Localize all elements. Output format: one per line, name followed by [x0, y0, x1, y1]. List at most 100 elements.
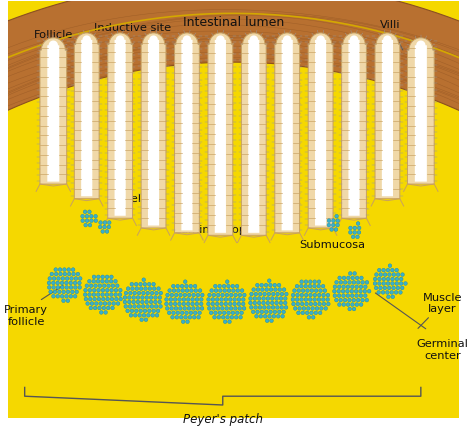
Circle shape: [379, 286, 382, 290]
Circle shape: [228, 297, 232, 301]
Circle shape: [200, 302, 203, 306]
Circle shape: [150, 291, 154, 295]
Circle shape: [194, 311, 197, 315]
Circle shape: [255, 283, 259, 287]
Circle shape: [264, 283, 268, 287]
Circle shape: [262, 306, 266, 309]
Circle shape: [96, 279, 100, 283]
Circle shape: [304, 280, 308, 284]
Circle shape: [216, 306, 220, 310]
Circle shape: [311, 306, 314, 310]
Circle shape: [62, 299, 65, 303]
Circle shape: [184, 315, 187, 319]
Circle shape: [52, 276, 56, 280]
Circle shape: [73, 294, 77, 298]
Circle shape: [327, 223, 331, 227]
Circle shape: [73, 281, 77, 285]
Circle shape: [276, 306, 279, 309]
Circle shape: [191, 302, 194, 306]
Circle shape: [218, 311, 222, 315]
Circle shape: [220, 306, 224, 310]
Circle shape: [171, 315, 174, 319]
Circle shape: [268, 279, 271, 282]
Circle shape: [84, 293, 87, 297]
Circle shape: [234, 306, 237, 310]
Circle shape: [231, 311, 235, 315]
Circle shape: [361, 298, 364, 302]
Polygon shape: [348, 36, 360, 216]
Circle shape: [179, 293, 182, 297]
Circle shape: [250, 292, 253, 296]
Circle shape: [353, 272, 356, 275]
Circle shape: [270, 301, 274, 305]
Polygon shape: [40, 38, 67, 184]
Circle shape: [135, 309, 138, 313]
Circle shape: [104, 311, 108, 314]
Circle shape: [70, 276, 73, 280]
Circle shape: [102, 284, 106, 288]
Circle shape: [111, 306, 114, 310]
Circle shape: [49, 290, 52, 294]
Circle shape: [185, 284, 188, 288]
Circle shape: [134, 313, 137, 317]
Circle shape: [83, 210, 87, 214]
Circle shape: [336, 219, 339, 223]
Circle shape: [269, 283, 272, 287]
Circle shape: [185, 289, 189, 292]
Circle shape: [62, 290, 66, 294]
Circle shape: [294, 306, 297, 310]
Circle shape: [105, 288, 109, 292]
Circle shape: [351, 303, 354, 306]
Circle shape: [391, 277, 394, 281]
Circle shape: [143, 287, 147, 291]
Circle shape: [165, 302, 168, 306]
Circle shape: [242, 306, 246, 310]
Circle shape: [143, 309, 147, 313]
Circle shape: [136, 300, 140, 304]
Circle shape: [57, 276, 60, 280]
Circle shape: [153, 296, 157, 299]
Circle shape: [241, 302, 245, 306]
Circle shape: [260, 283, 263, 287]
Circle shape: [227, 284, 230, 288]
Circle shape: [166, 293, 169, 297]
Text: Villi: Villi: [379, 21, 403, 50]
Circle shape: [304, 297, 308, 301]
Circle shape: [93, 306, 97, 310]
Circle shape: [169, 297, 173, 301]
Circle shape: [297, 289, 301, 292]
Circle shape: [103, 225, 106, 229]
Circle shape: [185, 320, 189, 324]
Circle shape: [256, 288, 260, 291]
Circle shape: [192, 293, 195, 297]
Circle shape: [320, 306, 323, 310]
Circle shape: [200, 306, 204, 310]
Circle shape: [399, 277, 403, 281]
Circle shape: [74, 285, 77, 289]
Circle shape: [388, 264, 392, 268]
Circle shape: [263, 292, 266, 296]
Circle shape: [65, 276, 69, 280]
Circle shape: [378, 282, 381, 285]
Circle shape: [142, 291, 145, 295]
Circle shape: [342, 285, 346, 288]
Circle shape: [237, 297, 241, 301]
Circle shape: [181, 289, 185, 292]
Circle shape: [271, 292, 275, 296]
Circle shape: [352, 307, 356, 311]
Circle shape: [136, 296, 140, 299]
Circle shape: [348, 280, 351, 284]
Circle shape: [309, 302, 313, 306]
Circle shape: [313, 280, 317, 284]
Circle shape: [216, 293, 220, 297]
Circle shape: [223, 320, 227, 324]
Circle shape: [363, 289, 367, 293]
Circle shape: [183, 293, 187, 297]
Circle shape: [293, 289, 296, 292]
Circle shape: [307, 315, 311, 319]
Circle shape: [47, 285, 51, 289]
Circle shape: [394, 291, 398, 294]
Circle shape: [255, 315, 258, 318]
Circle shape: [54, 268, 58, 271]
Circle shape: [193, 284, 197, 288]
